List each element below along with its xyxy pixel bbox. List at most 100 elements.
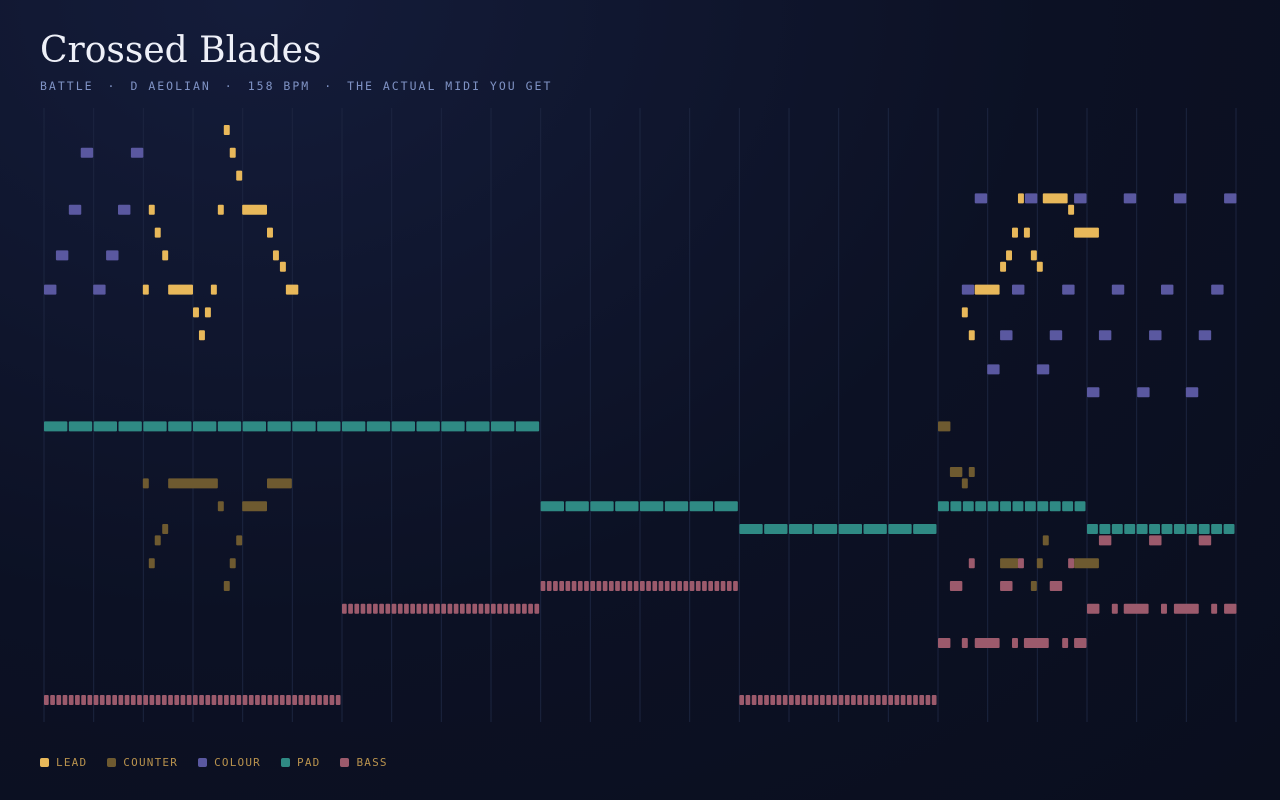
note-block <box>671 581 676 591</box>
note-block <box>565 501 589 512</box>
note <box>1087 387 1100 398</box>
note <box>44 284 57 295</box>
note <box>1012 638 1018 648</box>
note-block <box>1111 603 1118 614</box>
note <box>1111 284 1125 295</box>
note <box>1068 558 1075 569</box>
note-block <box>1036 261 1043 272</box>
note-block <box>1149 330 1162 341</box>
note <box>1173 193 1187 204</box>
note-block <box>640 581 645 591</box>
note-block <box>366 421 391 432</box>
note-block <box>782 695 788 705</box>
note-block <box>1161 603 1167 614</box>
note <box>168 478 218 489</box>
note <box>68 204 82 215</box>
note-block <box>961 307 968 318</box>
note-block <box>906 695 912 705</box>
note-block <box>789 524 813 534</box>
note-block <box>875 695 881 705</box>
note-block <box>62 695 68 705</box>
note-block <box>968 558 975 569</box>
note-block <box>230 695 235 705</box>
note <box>961 638 968 648</box>
note-block <box>466 603 471 614</box>
note <box>974 284 1000 295</box>
note-block <box>913 524 937 534</box>
note-block <box>1087 603 1100 614</box>
note-block <box>925 695 931 705</box>
note-block <box>148 558 155 569</box>
note-block <box>851 695 856 705</box>
note <box>148 558 155 569</box>
note <box>267 227 273 238</box>
note-block <box>193 695 198 705</box>
note-block <box>348 603 353 614</box>
note-block <box>130 147 144 158</box>
legend-item: PAD <box>281 756 320 769</box>
note-block <box>1030 250 1037 261</box>
note-block <box>155 695 161 705</box>
note <box>130 147 144 158</box>
note <box>1087 603 1100 614</box>
note-block <box>702 581 707 591</box>
note-block <box>217 421 242 432</box>
note-block <box>472 603 478 614</box>
legend-item: LEAD <box>40 756 87 769</box>
note-block <box>894 695 900 705</box>
note-block <box>559 581 564 591</box>
note-block <box>162 250 169 261</box>
note-block <box>689 581 695 591</box>
note <box>142 478 149 489</box>
note-block <box>590 501 614 512</box>
legend-swatch <box>198 758 208 767</box>
note-block <box>1068 204 1075 215</box>
note-block <box>279 261 286 272</box>
note <box>938 421 951 432</box>
note <box>1000 261 1007 272</box>
note-block <box>292 695 298 705</box>
note-block <box>987 364 1000 375</box>
note-block <box>373 603 378 614</box>
note-block <box>210 284 217 295</box>
note <box>162 524 169 534</box>
note-block <box>1062 638 1069 648</box>
note-block <box>714 581 720 591</box>
note <box>236 535 243 546</box>
note-block <box>677 581 682 591</box>
note-block <box>154 535 161 546</box>
note <box>1062 284 1075 295</box>
note-block <box>1149 524 1160 534</box>
note-block <box>515 421 540 432</box>
note <box>1036 558 1043 569</box>
subtitle-part: THE ACTUAL MIDI YOU GET <box>347 79 553 93</box>
note-block <box>1098 330 1112 341</box>
note-block <box>447 603 453 614</box>
note-block <box>820 695 825 705</box>
note-block <box>1123 603 1149 614</box>
note-block <box>838 695 844 705</box>
note-block <box>1186 524 1198 534</box>
note <box>272 250 279 261</box>
note-block <box>497 603 502 614</box>
note-block <box>745 695 751 705</box>
note <box>93 284 106 295</box>
note-block <box>938 501 949 512</box>
note-block <box>571 581 577 591</box>
note-block <box>1012 501 1024 512</box>
note-block <box>198 330 205 341</box>
note <box>1173 603 1199 614</box>
note <box>938 638 951 648</box>
legend-label: LEAD <box>56 756 88 769</box>
note-block <box>248 695 254 705</box>
note-block <box>217 695 223 705</box>
note-block <box>68 204 82 215</box>
note-block <box>55 250 69 261</box>
note <box>168 284 193 295</box>
note <box>106 250 119 261</box>
note <box>739 524 937 534</box>
note <box>1006 250 1013 261</box>
note-block <box>317 421 341 432</box>
note-block <box>478 603 484 614</box>
separator: · <box>224 79 234 93</box>
